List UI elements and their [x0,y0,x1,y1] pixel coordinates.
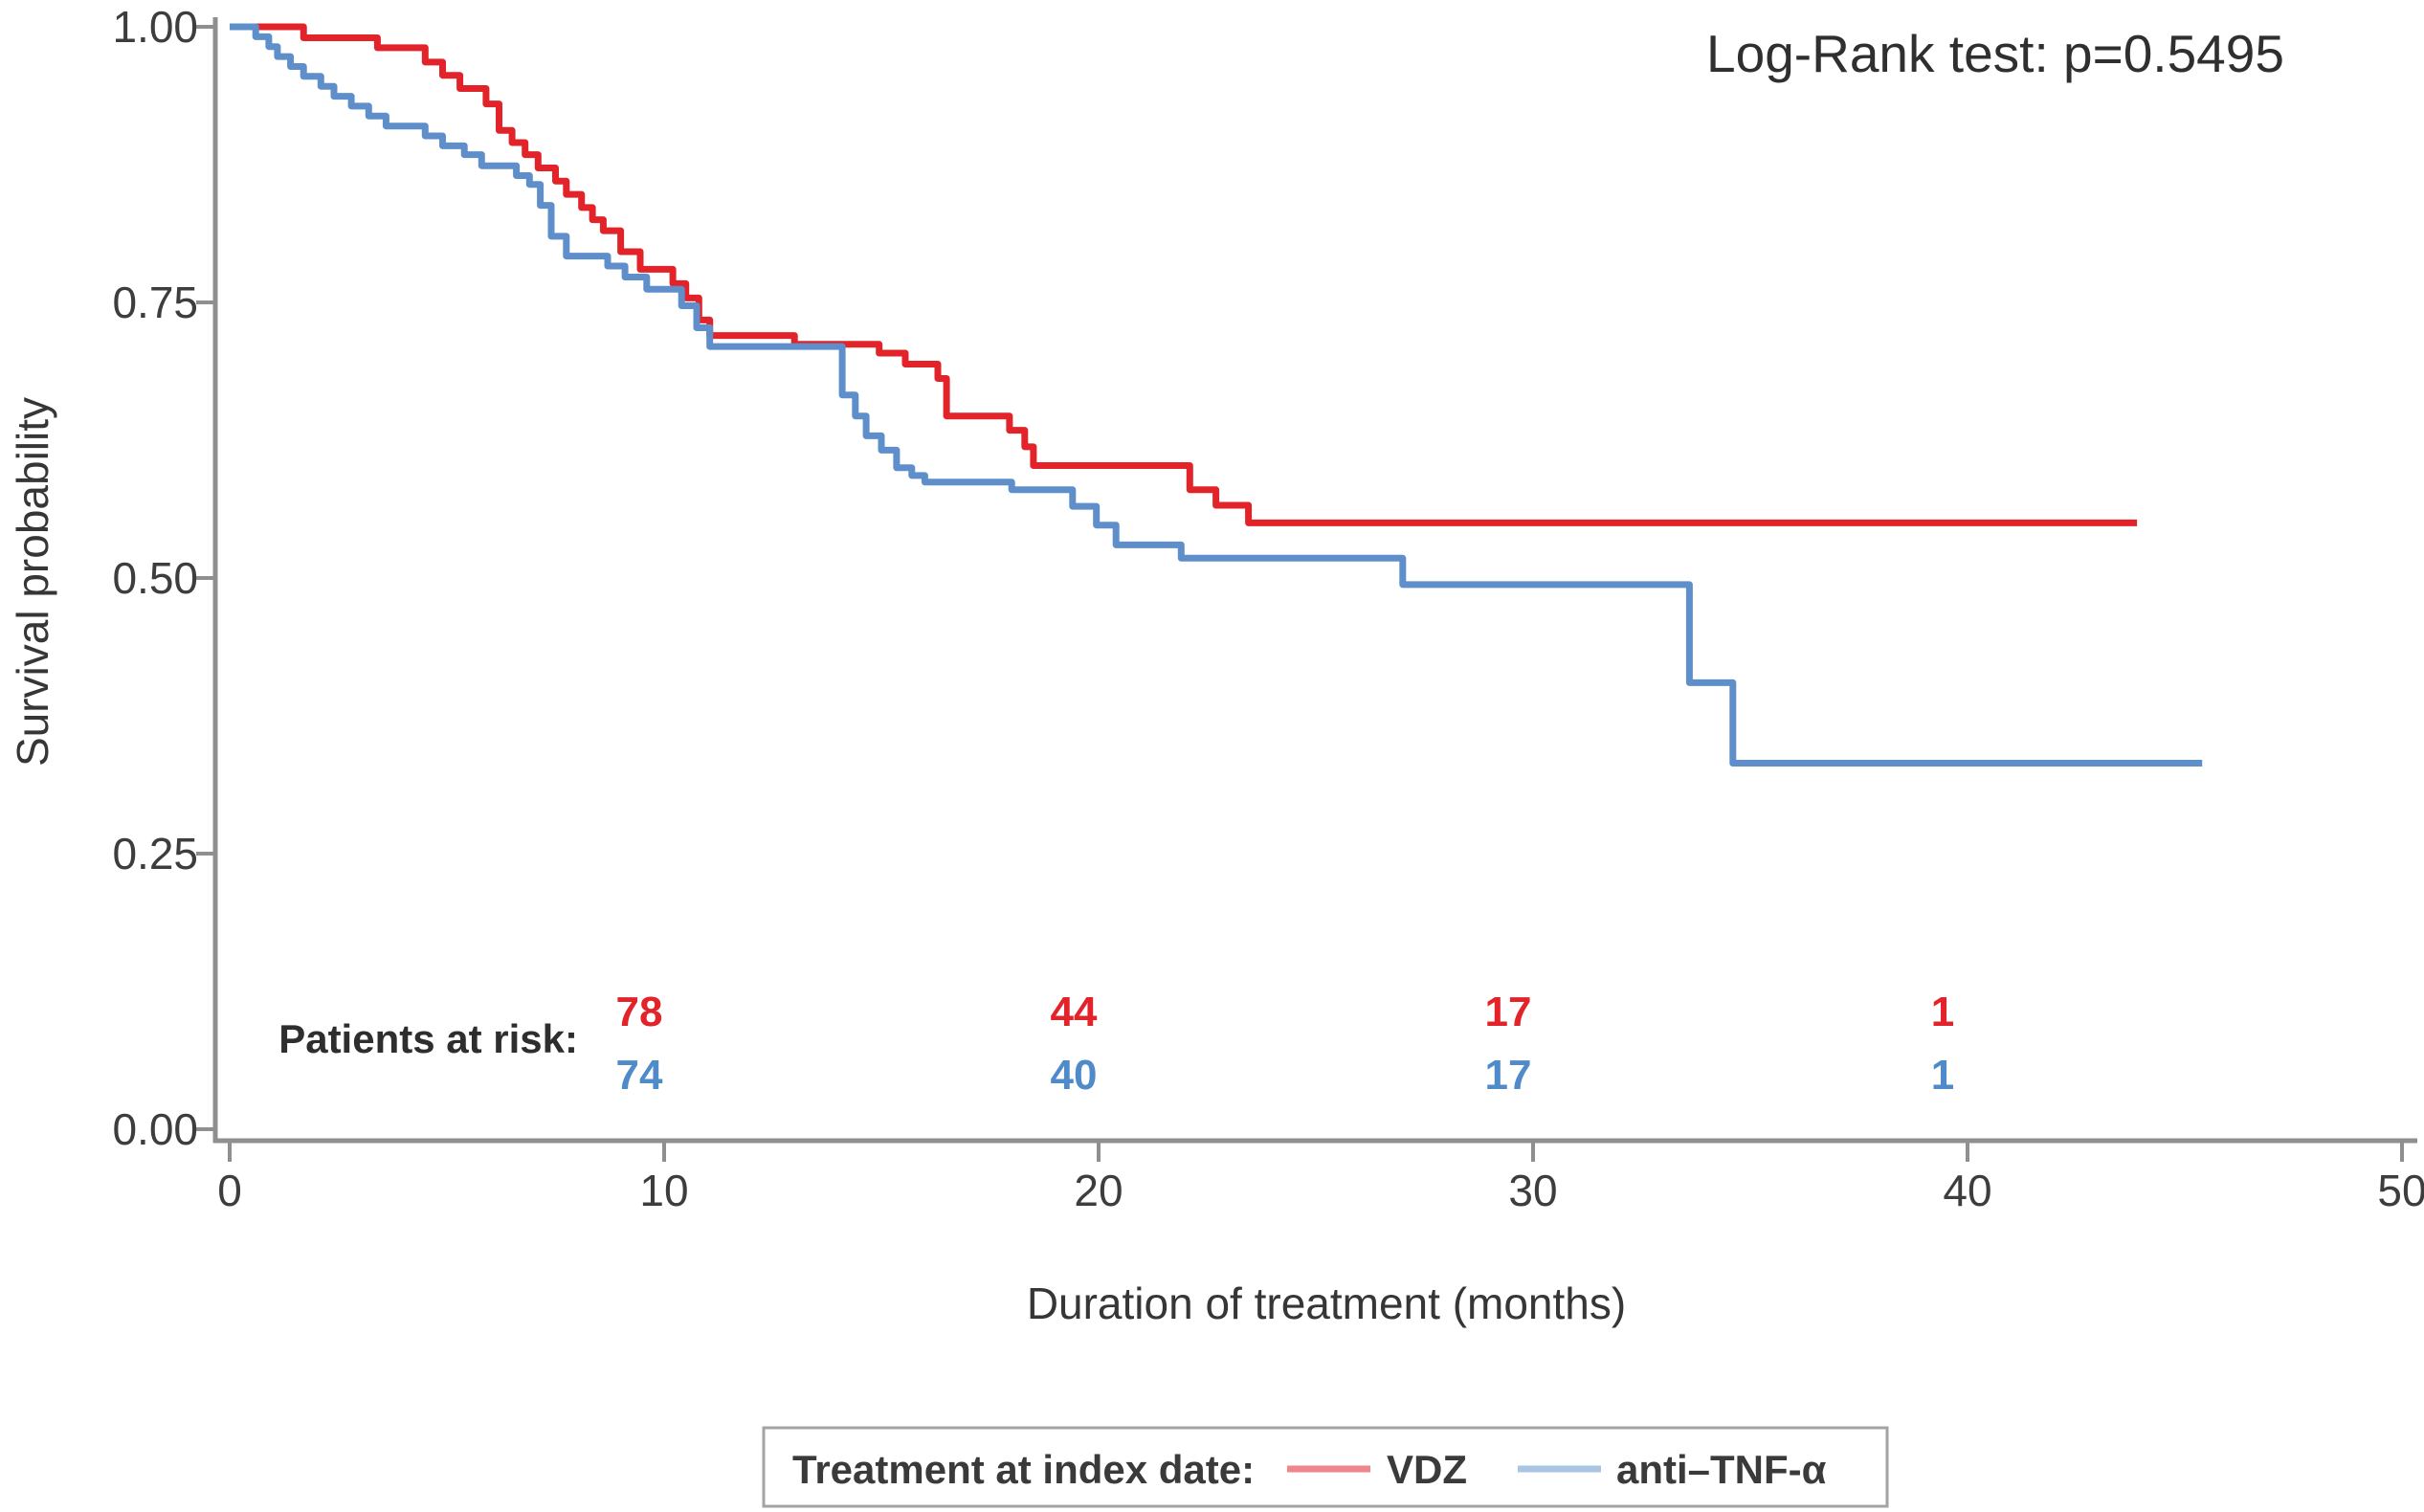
x-tick-label: 0 [217,1166,242,1215]
y-tick-label: 0.00 [112,1104,198,1154]
patients-at-risk-label: Patients at risk: [278,1016,578,1061]
x-tick-label: 30 [1508,1166,1557,1215]
curve-vdz [230,23,2138,526]
patients-at-risk-counts: 78 44 17 1 74 40 17 1 [616,989,1955,1099]
risk-count-vdz: 1 [1931,989,1954,1035]
axes [212,17,2417,1144]
risk-count-vdz: 44 [1051,989,1098,1035]
legend-anti-tnf-label: anti–TNF-α [1616,1447,1827,1492]
x-tick-label: 40 [1943,1166,1991,1215]
y-tick-label: 0.75 [112,278,198,327]
x-tick-label: 20 [1074,1166,1123,1215]
x-axis-title: Duration of treatment (months) [1027,1279,1626,1328]
risk-count-vdz: 17 [1485,989,1532,1035]
risk-count-anti-tnf: 17 [1485,1052,1532,1099]
x-tick-label: 10 [639,1166,688,1215]
x-axis-ticks: 0 10 20 30 40 50 [217,1141,2424,1215]
log-rank-annotation: Log-Rank test: p=0.5495 [1706,24,2284,83]
y-axis-ticks: 1.00 0.75 0.50 0.25 0.00 [112,2,215,1154]
curve-anti-tnf [230,23,2203,767]
y-axis-title: Survival probability [8,397,57,767]
y-tick-label: 0.50 [112,553,198,603]
risk-count-vdz: 78 [616,989,663,1035]
legend-title: Treatment at index date: [792,1447,1255,1492]
risk-count-anti-tnf: 74 [616,1052,663,1099]
risk-count-anti-tnf: 1 [1931,1052,1954,1099]
y-tick-label: 0.25 [112,829,198,878]
risk-count-anti-tnf: 40 [1051,1052,1098,1099]
survival-curves [230,23,2203,767]
y-tick-label: 1.00 [112,2,198,52]
legend: Treatment at index date: VDZ anti–TNF-α [762,1426,1889,1508]
x-tick-label: 50 [2377,1166,2424,1215]
legend-vdz-label: VDZ [1387,1447,1467,1492]
